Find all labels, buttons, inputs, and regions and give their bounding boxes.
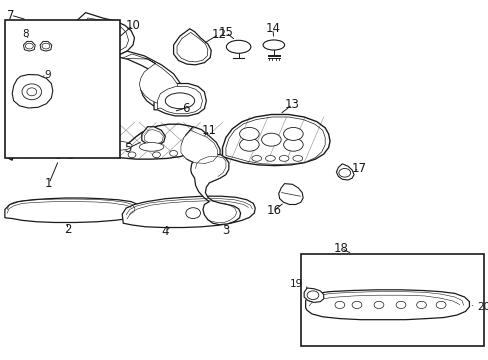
Ellipse shape <box>67 153 75 158</box>
Ellipse shape <box>261 133 281 146</box>
Text: 10: 10 <box>125 19 140 32</box>
Polygon shape <box>222 114 329 166</box>
Ellipse shape <box>23 140 41 156</box>
Polygon shape <box>144 130 163 144</box>
Ellipse shape <box>239 127 259 140</box>
Text: 6: 6 <box>182 102 189 114</box>
Polygon shape <box>157 86 202 114</box>
Text: 3: 3 <box>222 224 229 237</box>
Text: 2: 2 <box>63 223 71 236</box>
Ellipse shape <box>94 151 102 157</box>
Text: 19: 19 <box>289 279 303 289</box>
Ellipse shape <box>67 141 77 150</box>
Text: 11: 11 <box>202 124 216 137</box>
Polygon shape <box>12 75 53 108</box>
Ellipse shape <box>251 156 261 161</box>
Ellipse shape <box>263 40 284 50</box>
Ellipse shape <box>48 140 58 148</box>
Text: 18: 18 <box>333 242 348 255</box>
Polygon shape <box>40 41 52 51</box>
Polygon shape <box>23 41 35 51</box>
Text: 16: 16 <box>266 204 281 217</box>
Ellipse shape <box>58 140 67 149</box>
Ellipse shape <box>22 84 41 100</box>
Text: 1: 1 <box>45 177 53 190</box>
Ellipse shape <box>139 143 163 151</box>
Ellipse shape <box>279 156 288 161</box>
Text: 7: 7 <box>7 9 15 22</box>
Polygon shape <box>182 127 220 165</box>
Ellipse shape <box>435 301 445 309</box>
Polygon shape <box>77 18 128 53</box>
Bar <box>300 254 483 346</box>
Text: 4: 4 <box>161 225 169 238</box>
Ellipse shape <box>338 168 350 177</box>
Polygon shape <box>278 184 303 204</box>
Polygon shape <box>122 54 179 104</box>
Ellipse shape <box>334 301 344 309</box>
Ellipse shape <box>395 301 405 309</box>
Text: 5: 5 <box>124 142 132 155</box>
Polygon shape <box>304 288 323 302</box>
Polygon shape <box>71 13 134 58</box>
Ellipse shape <box>226 40 250 53</box>
Polygon shape <box>173 29 211 65</box>
Text: 20: 20 <box>476 302 488 312</box>
Text: 9: 9 <box>44 69 51 80</box>
Polygon shape <box>181 130 217 163</box>
Text: 8: 8 <box>22 29 29 39</box>
Ellipse shape <box>55 153 62 158</box>
Ellipse shape <box>128 152 136 158</box>
Ellipse shape <box>165 93 194 109</box>
Ellipse shape <box>152 152 160 158</box>
Text: 12: 12 <box>211 28 226 41</box>
Ellipse shape <box>239 138 259 151</box>
Ellipse shape <box>22 131 37 142</box>
Polygon shape <box>122 196 255 228</box>
Ellipse shape <box>283 127 303 140</box>
Ellipse shape <box>107 141 132 150</box>
Text: 14: 14 <box>265 22 280 35</box>
Ellipse shape <box>306 291 318 300</box>
Polygon shape <box>154 84 206 116</box>
Polygon shape <box>336 164 353 180</box>
Polygon shape <box>225 117 325 165</box>
Ellipse shape <box>25 43 33 49</box>
Polygon shape <box>190 154 240 225</box>
Polygon shape <box>142 127 165 145</box>
Text: 15: 15 <box>218 26 233 39</box>
Ellipse shape <box>292 156 302 161</box>
Ellipse shape <box>27 88 37 96</box>
Ellipse shape <box>42 43 50 49</box>
Polygon shape <box>305 290 468 320</box>
Ellipse shape <box>169 150 177 156</box>
Polygon shape <box>177 32 207 62</box>
Text: 17: 17 <box>351 162 366 175</box>
Ellipse shape <box>351 301 361 309</box>
Ellipse shape <box>283 138 303 151</box>
Bar <box>5 20 120 158</box>
Polygon shape <box>9 120 204 160</box>
Ellipse shape <box>185 208 200 219</box>
Polygon shape <box>5 198 141 222</box>
Ellipse shape <box>373 301 383 309</box>
Polygon shape <box>117 51 182 108</box>
Ellipse shape <box>416 301 426 309</box>
Text: 13: 13 <box>285 98 299 111</box>
Ellipse shape <box>265 156 275 161</box>
